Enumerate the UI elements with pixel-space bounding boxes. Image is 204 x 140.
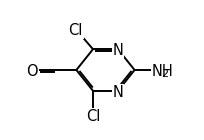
Text: N: N (112, 43, 123, 58)
Text: Cl: Cl (86, 109, 100, 124)
Text: O: O (27, 64, 38, 79)
Text: N: N (112, 85, 123, 100)
Text: 2: 2 (162, 69, 169, 80)
Text: NH: NH (151, 64, 173, 79)
Text: Cl: Cl (69, 23, 83, 38)
